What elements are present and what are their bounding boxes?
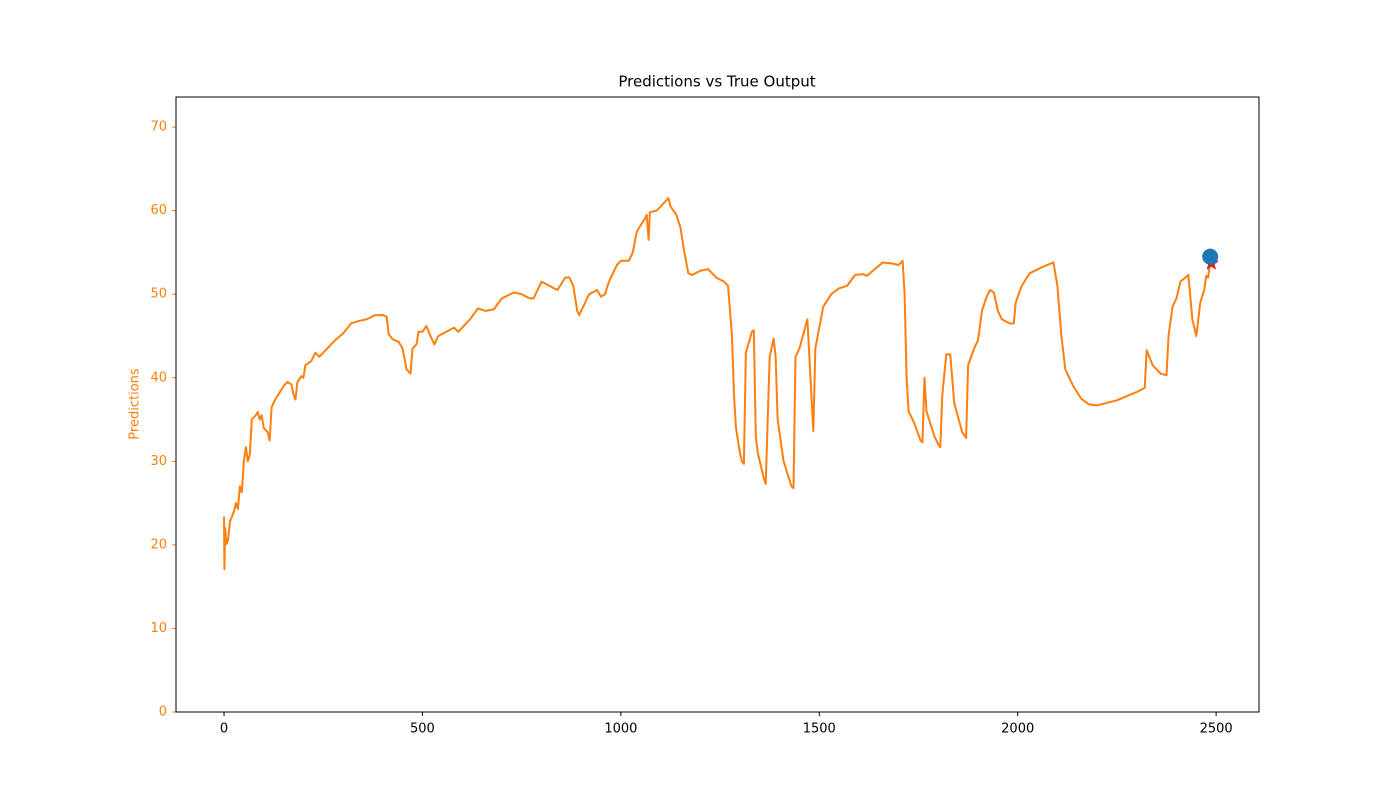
point bbox=[1202, 248, 1219, 265]
x-tick-label: 0 bbox=[220, 722, 228, 737]
plot-frame bbox=[175, 96, 1260, 713]
chart-title: Predictions vs True Output bbox=[618, 73, 815, 91]
y-tick-label: 0 bbox=[159, 705, 167, 720]
y-tick-label: 50 bbox=[150, 287, 167, 302]
y-tick-label: 70 bbox=[150, 120, 167, 135]
y-tick-label: 30 bbox=[150, 454, 167, 469]
x-tick-label: 1500 bbox=[803, 722, 836, 737]
x-tick-label: 2500 bbox=[1200, 722, 1233, 737]
y-axis-label: Predictions bbox=[128, 368, 143, 440]
y-tick-label: 10 bbox=[150, 621, 167, 636]
x-tick-label: 1000 bbox=[604, 722, 637, 737]
line bbox=[223, 197, 1213, 571]
x-tick-label: 500 bbox=[410, 722, 435, 737]
y-tick-label: 20 bbox=[150, 537, 167, 552]
x-tick-label: 2000 bbox=[1001, 722, 1034, 737]
y-tick-label: 40 bbox=[150, 370, 167, 385]
y-tick-label: 60 bbox=[150, 203, 167, 218]
